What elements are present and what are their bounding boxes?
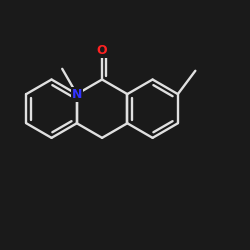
Text: O: O: [97, 44, 107, 57]
Text: N: N: [72, 88, 82, 101]
